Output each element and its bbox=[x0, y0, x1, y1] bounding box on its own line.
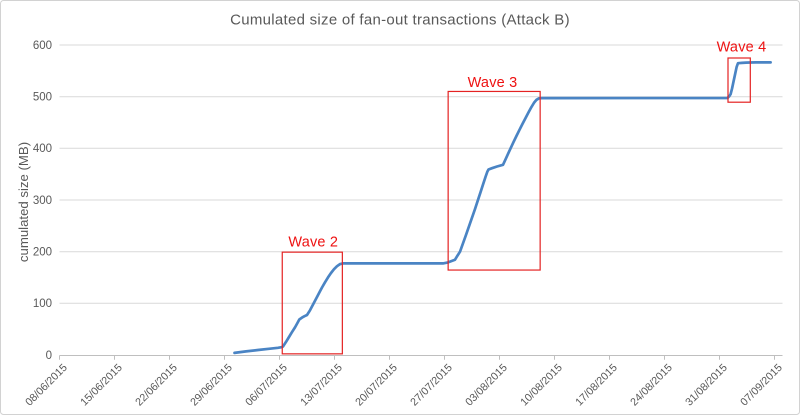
svg-text:Wave 3: Wave 3 bbox=[468, 75, 518, 91]
svg-text:400: 400 bbox=[33, 143, 52, 155]
svg-text:600: 600 bbox=[33, 40, 52, 52]
svg-text:Cumulated size of fan-out tran: Cumulated size of fan-out transactions (… bbox=[230, 11, 570, 28]
svg-text:200: 200 bbox=[33, 247, 52, 259]
svg-text:300: 300 bbox=[33, 195, 52, 207]
svg-text:cumulated size (MB): cumulated size (MB) bbox=[16, 142, 31, 262]
svg-text:0: 0 bbox=[46, 350, 52, 362]
svg-text:Wave 4: Wave 4 bbox=[717, 40, 767, 56]
svg-text:500: 500 bbox=[33, 92, 52, 104]
svg-text:Wave 2: Wave 2 bbox=[288, 235, 338, 251]
svg-text:100: 100 bbox=[33, 298, 52, 310]
